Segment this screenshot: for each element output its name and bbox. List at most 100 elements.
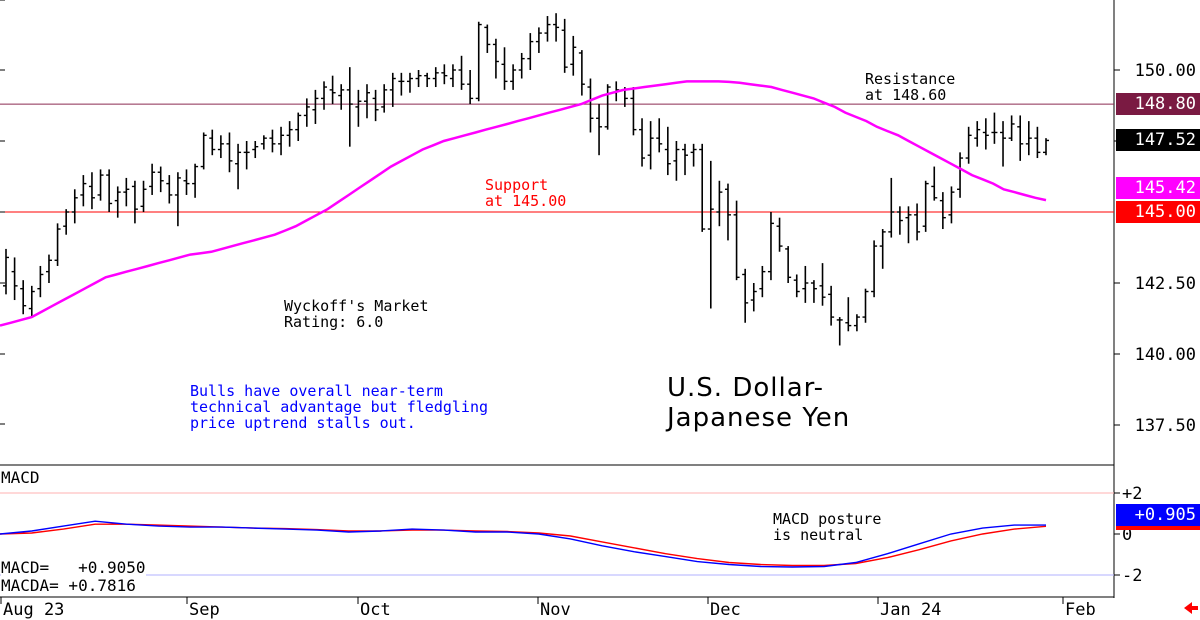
price-bar: [1008, 115, 1015, 141]
price-bar: [398, 72, 405, 96]
price-bar: [406, 72, 413, 93]
red-left-arrow-icon: [1184, 602, 1198, 614]
price-bar: [303, 98, 310, 127]
chart-frame: [0, 0, 1115, 598]
price-bar: [724, 183, 731, 241]
price-bar: [810, 280, 817, 303]
price-bar: [991, 112, 998, 144]
price-bar: [767, 212, 774, 281]
price-bar: [1000, 121, 1007, 167]
macd-tick-label: +2: [1122, 484, 1142, 504]
price-bar: [389, 72, 396, 107]
price-bar: [922, 180, 929, 232]
price-bar: [484, 24, 491, 53]
price-bar: [492, 38, 499, 79]
price-bar: [836, 317, 843, 346]
price-tick-label: 142.50: [1135, 274, 1196, 294]
price-tag: 145.00: [1116, 201, 1200, 223]
price-bar: [553, 13, 560, 42]
price-bar: [587, 78, 594, 133]
price-bar: [278, 126, 285, 156]
price-bar: [200, 132, 207, 170]
price-bar: [88, 172, 95, 210]
price-bar: [939, 192, 946, 230]
price-bar: [501, 47, 508, 90]
price-bar: [157, 166, 164, 193]
macd-title: MACD: [1, 468, 40, 487]
price-bar: [750, 283, 757, 312]
price-bar: [28, 285, 35, 318]
price-bar: [639, 118, 646, 167]
price-bar: [286, 121, 293, 147]
price-tag: 148.80: [1116, 93, 1200, 116]
date-label: Oct: [360, 600, 391, 620]
price-bar: [664, 126, 671, 176]
price-bar: [682, 143, 689, 176]
price-bar: [97, 169, 104, 201]
price-tick-label: 137.50: [1135, 416, 1196, 436]
macd-line: [0, 520, 1046, 568]
wyckoff-rating: Wyckoff's Market Rating: 6.0: [284, 297, 429, 331]
price-bar: [905, 206, 912, 244]
date-label: Sep: [189, 600, 220, 620]
price-bar: [424, 72, 431, 88]
price-bar: [63, 209, 70, 235]
date-label: Nov: [540, 600, 571, 620]
price-bar: [535, 27, 542, 53]
price-bar: [544, 16, 551, 42]
price-bar: [235, 143, 242, 190]
price-bar: [759, 265, 766, 298]
price-bar: [363, 84, 370, 119]
moving-average-line: [0, 80, 1047, 327]
price-bar: [845, 297, 852, 332]
price-bar: [596, 104, 603, 156]
price-bar: [174, 172, 181, 227]
macd-panel: +2 0 -2: [0, 484, 1142, 586]
price-bar: [45, 254, 52, 283]
support-resistance-lines: [0, 103, 1114, 213]
price-bar: [896, 206, 903, 235]
price-bar: [192, 163, 199, 198]
price-tick-label: 150.00: [1135, 61, 1196, 81]
macd-tick-label: -2: [1122, 566, 1142, 586]
price-bar: [415, 70, 422, 88]
price-bar: [914, 203, 921, 241]
price-bar: [166, 175, 173, 204]
price-bar: [372, 89, 379, 122]
price-bar: [80, 175, 87, 207]
price-tag: 145.42: [1116, 177, 1200, 200]
price-bar: [785, 246, 792, 283]
price-bar: [527, 33, 534, 70]
macda-value-marker: [1116, 526, 1200, 530]
price-bar: [931, 166, 938, 201]
price-bar: [1017, 115, 1024, 161]
price-bar: [114, 186, 121, 218]
price-bar: [742, 268, 749, 323]
price-bar: [140, 180, 147, 212]
market-comment: Bulls have overall near-term technical a…: [190, 382, 489, 432]
macd-posture-annotation: MACD posture is neutral: [773, 510, 882, 544]
price-bar: [819, 263, 826, 306]
price-tick-label: 140.00: [1135, 345, 1196, 365]
price-bar: [776, 217, 783, 252]
price-bar: [1025, 121, 1032, 156]
price-bar: [131, 180, 138, 224]
date-label: Aug 23: [3, 600, 64, 620]
price-bar: [329, 75, 336, 105]
price-bar: [183, 169, 190, 195]
macd-value-tag: +0.905: [1116, 504, 1200, 526]
price-bar: [802, 265, 809, 303]
price-bar: [733, 200, 740, 281]
price-bar: [260, 135, 267, 150]
price-bar: [338, 84, 345, 110]
date-label: Dec: [710, 600, 741, 620]
resistance-annotation: Resistance at 148.60: [865, 70, 956, 104]
price-bar: [965, 126, 972, 164]
price-bar: [11, 257, 18, 301]
price-bar: [295, 112, 302, 141]
price-bar: [312, 89, 319, 124]
price-bar: [243, 141, 250, 170]
price-bar: [449, 64, 456, 88]
